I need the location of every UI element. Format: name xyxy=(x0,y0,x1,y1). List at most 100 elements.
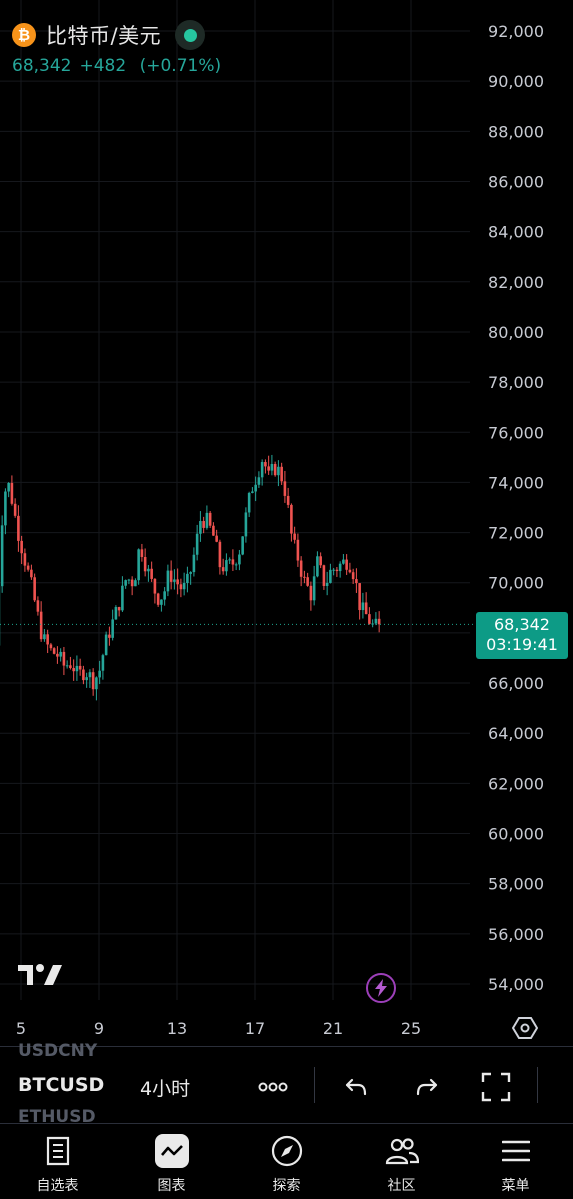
menu-icon xyxy=(499,1134,533,1168)
candle-body xyxy=(244,512,248,537)
y-tick-label: 56,000 xyxy=(488,925,544,944)
candle-body xyxy=(316,556,319,577)
candle-body xyxy=(82,669,85,681)
candle-body xyxy=(199,521,202,534)
candle-body xyxy=(137,549,140,581)
lightning-button[interactable] xyxy=(366,973,396,1003)
candle-body xyxy=(215,535,218,542)
candle-body xyxy=(78,665,82,670)
candle-body xyxy=(95,677,98,690)
candle-body xyxy=(257,477,261,485)
settings-hexagon-icon[interactable] xyxy=(512,1015,538,1041)
candle-body xyxy=(221,567,225,572)
candle-body xyxy=(364,602,368,615)
candle-body xyxy=(0,525,4,587)
more-dots-icon xyxy=(258,1082,288,1092)
toolbar-separator xyxy=(314,1067,315,1103)
y-tick-label: 78,000 xyxy=(488,373,544,392)
compass-icon xyxy=(270,1134,304,1168)
next-symbol-ghost[interactable]: ETHUSD xyxy=(18,1107,96,1127)
symbol-selector[interactable]: BTCUSD xyxy=(18,1074,105,1096)
toolbar-top-divider xyxy=(0,1046,573,1047)
candle-body xyxy=(218,541,222,568)
nav-watchlist[interactable]: 自选表 xyxy=(0,1124,115,1199)
toolbar-separator-right xyxy=(537,1067,538,1103)
candle-body xyxy=(273,464,277,476)
undo-icon xyxy=(345,1078,367,1096)
candle-body xyxy=(182,582,186,590)
bottom-navigation: 自选表 图表 探索 社区 xyxy=(0,1124,573,1199)
candle-body xyxy=(205,512,209,528)
candle-body xyxy=(134,580,137,587)
candle-body xyxy=(351,572,355,580)
candle-body xyxy=(52,648,56,654)
y-tick-label: 80,000 xyxy=(488,323,544,342)
candle-body xyxy=(169,570,173,582)
candle-body xyxy=(306,577,309,586)
bitcoin-icon: ₿ xyxy=(12,23,36,47)
candle-body xyxy=(49,644,53,649)
candle-body xyxy=(299,560,303,577)
nav-watchlist-label: 自选表 xyxy=(36,1178,79,1194)
candle-body xyxy=(121,585,124,611)
candle-body xyxy=(59,651,62,657)
x-tick-label: 5 xyxy=(16,1019,26,1038)
symbol-title[interactable]: 比特币/美元 xyxy=(46,24,162,48)
candle-body xyxy=(26,565,30,570)
price-chart[interactable]: 92,000 90,000 88,000 86,000 84,000 82,000 80,0… xyxy=(0,0,573,1045)
candle-body xyxy=(7,483,10,492)
candle-body xyxy=(65,665,69,667)
symbol-header: ₿ 比特币/美元 68,342 +482 (+0.71%) xyxy=(12,20,221,76)
candle-body xyxy=(290,504,293,534)
candle-body xyxy=(176,579,179,585)
candle-body xyxy=(374,618,378,624)
candle-body xyxy=(173,579,176,582)
fullscreen-button[interactable] xyxy=(480,1071,512,1103)
redo-button[interactable] xyxy=(411,1071,443,1103)
more-button[interactable] xyxy=(257,1071,289,1103)
candle-body xyxy=(150,568,153,579)
candle-body xyxy=(254,484,257,492)
y-tick-label: 90,000 xyxy=(488,72,544,91)
nav-explore[interactable]: 探索 xyxy=(229,1124,344,1199)
nav-menu[interactable]: 菜单 xyxy=(458,1124,573,1199)
candle-body xyxy=(186,573,189,583)
candle-body xyxy=(108,634,111,638)
market-status-icon[interactable] xyxy=(175,20,206,50)
chart-area[interactable]: 92,000 90,000 88,000 86,000 84,000 82,000 80,0… xyxy=(0,0,573,1045)
nav-community-label: 社区 xyxy=(387,1178,416,1194)
interval-selector[interactable]: 4小时 xyxy=(140,1078,191,1100)
chart-icon xyxy=(154,1134,189,1168)
nav-community[interactable]: 社区 xyxy=(344,1124,459,1199)
candle-body xyxy=(361,602,365,611)
y-tick-label: 70,000 xyxy=(488,574,544,593)
candle-body xyxy=(91,672,95,690)
candle-body xyxy=(36,600,40,612)
candle-body xyxy=(56,653,59,657)
candle-body xyxy=(345,559,348,570)
y-tick-label: 64,000 xyxy=(488,724,544,743)
candle-body xyxy=(358,583,361,611)
candle-body xyxy=(225,560,228,572)
candle-body xyxy=(163,591,166,600)
candle-body xyxy=(72,668,75,672)
candle-body xyxy=(303,576,306,578)
y-tick-label: 82,000 xyxy=(488,273,544,292)
y-tick-label: 92,000 xyxy=(488,22,544,41)
nav-chart[interactable]: 图表 xyxy=(114,1124,229,1199)
candle-body xyxy=(124,580,127,586)
watchlist-icon xyxy=(41,1134,75,1168)
y-tick-label: 86,000 xyxy=(488,172,544,191)
candle-body xyxy=(319,556,322,566)
candle-body xyxy=(192,554,196,573)
tradingview-logo-icon[interactable] xyxy=(18,962,62,988)
prev-symbol-ghost[interactable]: USDCNY xyxy=(18,1041,98,1061)
candle-body xyxy=(88,672,92,678)
candle-body xyxy=(309,585,313,601)
candle-body xyxy=(296,539,300,561)
candle-body xyxy=(342,559,345,564)
candle-body xyxy=(293,533,296,540)
undo-button[interactable] xyxy=(340,1071,372,1103)
price-change-percent: (+0.71%) xyxy=(139,56,222,76)
candle-body xyxy=(368,614,371,624)
